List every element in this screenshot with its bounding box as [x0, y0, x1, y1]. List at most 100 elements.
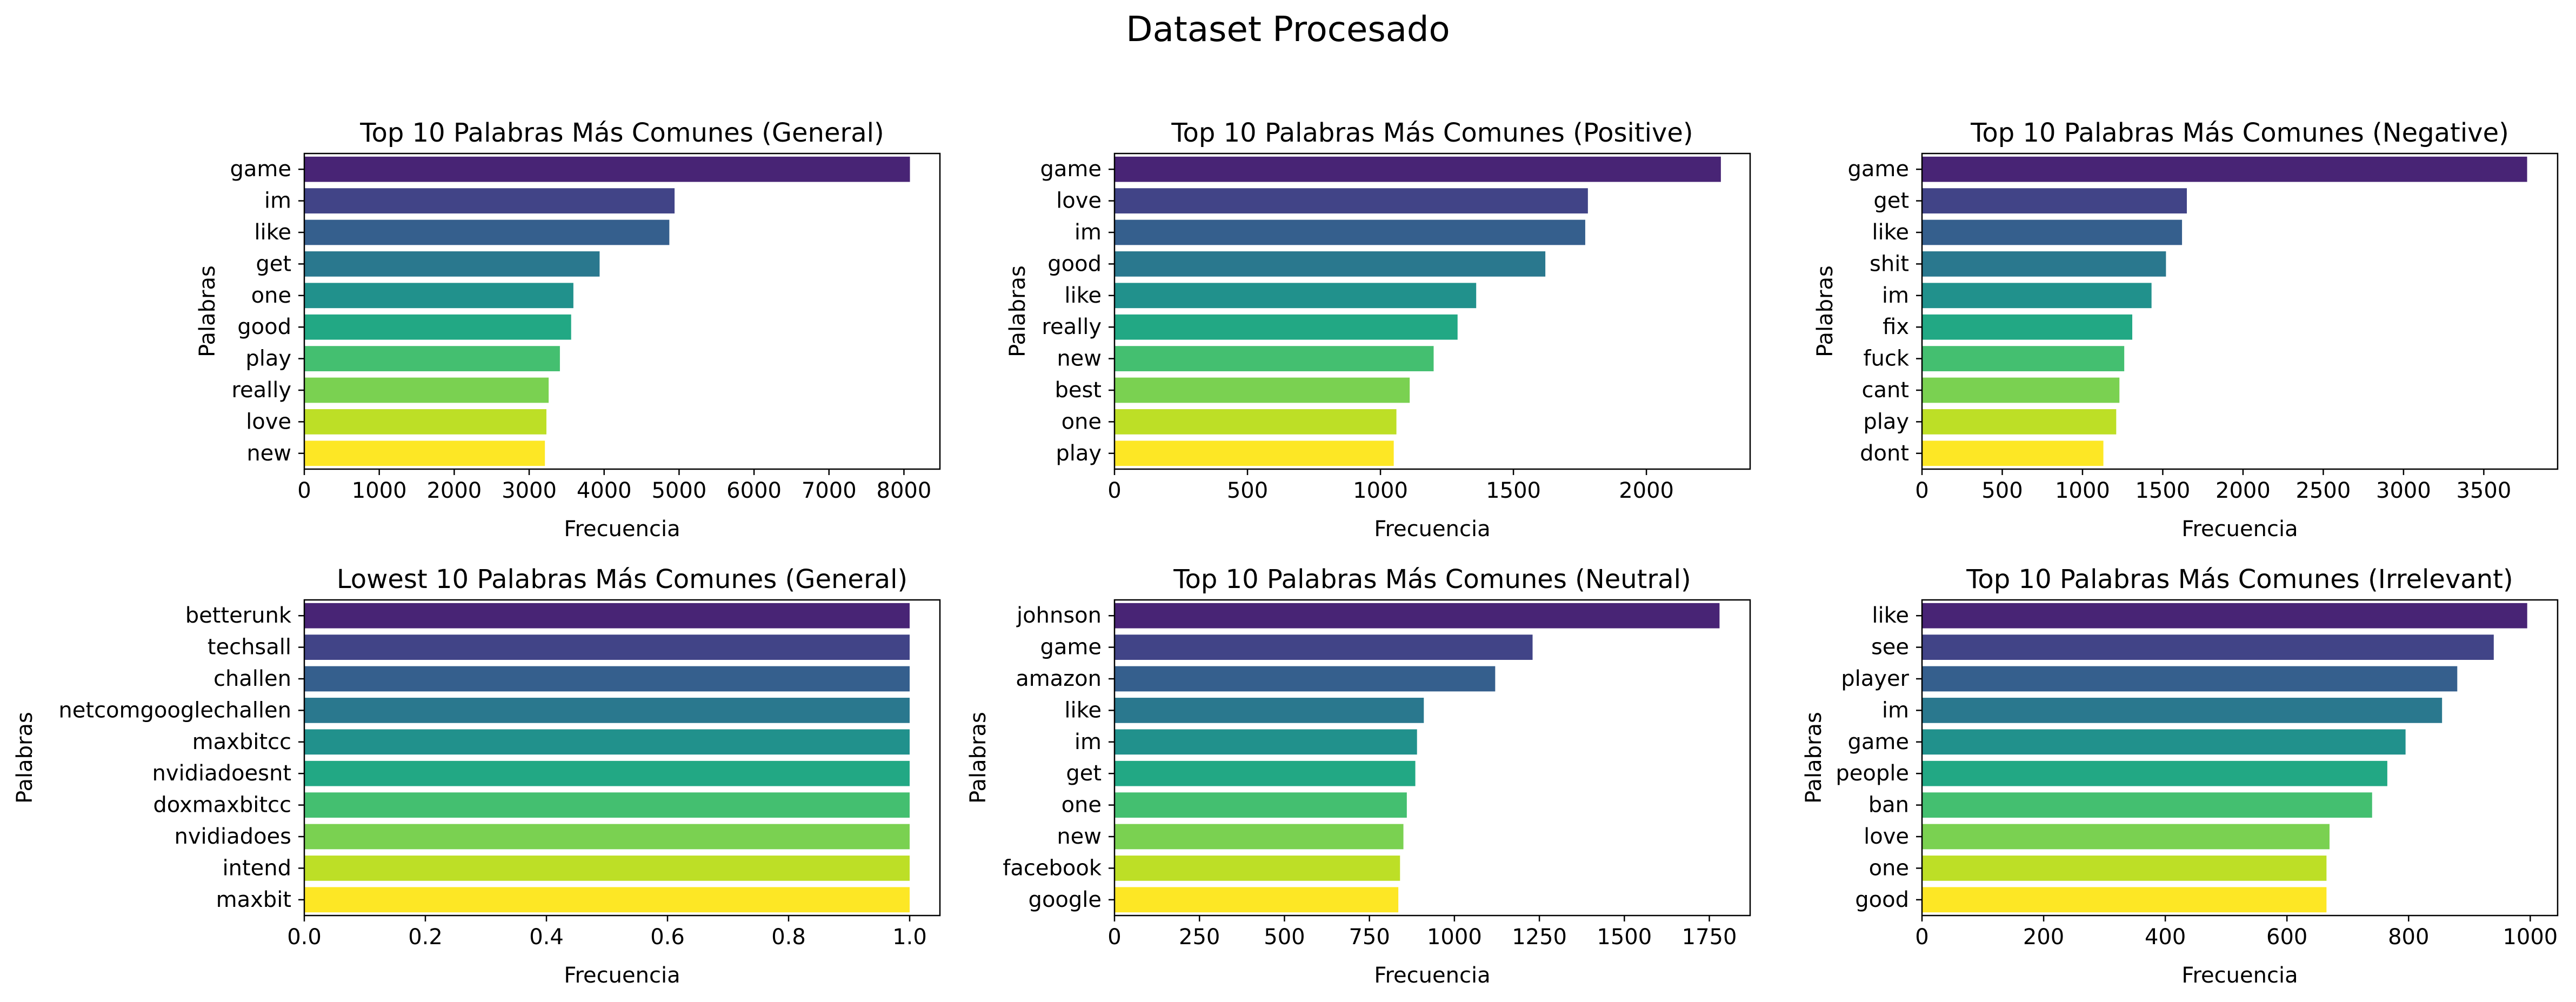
bar: [304, 698, 910, 723]
y-tick-label: get: [256, 251, 291, 276]
x-tick-label: 1000: [2055, 478, 2110, 503]
bar: [1115, 856, 1400, 881]
x-tick-label: 1500: [1597, 925, 1652, 950]
bar: [304, 377, 549, 403]
y-tick-label: get: [1873, 189, 1909, 213]
y-tick-label: like: [1872, 603, 1909, 628]
y-tick-label: game: [1848, 157, 1909, 182]
y-tick-label: good: [237, 315, 291, 339]
y-tick-label: like: [254, 220, 291, 245]
bar: [304, 824, 910, 850]
y-tick-label: fuck: [1863, 346, 1909, 371]
axes-frame: [303, 599, 941, 917]
x-tick-label: 1000: [2502, 925, 2558, 950]
x-tick-label: 400: [2145, 925, 2186, 950]
subplot-4: betterunk techsall challen netcomgooglechal…: [12, 564, 941, 988]
y-tick-label: really: [231, 378, 291, 403]
bar: [1922, 314, 2133, 340]
bar: [1922, 440, 2104, 466]
x-tick-label: 500: [1981, 478, 2023, 503]
y-tick-label: best: [1055, 378, 1102, 403]
bar: [1922, 251, 2166, 277]
y-tick-label: get: [1066, 761, 1102, 786]
y-tick-label: fix: [1883, 315, 1909, 339]
bar: [304, 188, 675, 213]
x-tick-label: 500: [1227, 478, 1268, 503]
x-tick-label: 1.0: [892, 925, 927, 950]
x-tick-label: 1750: [1682, 925, 1737, 950]
y-tick-label: like: [1064, 698, 1102, 723]
y-tick-label: one: [251, 283, 291, 308]
bar: [304, 792, 910, 818]
bar: [1115, 346, 1434, 371]
x-axis-label: Frecuencia: [564, 517, 680, 542]
bar: [1115, 283, 1477, 309]
x-tick-label: 0.6: [650, 925, 685, 950]
y-tick-label: game: [1040, 635, 1102, 660]
y-tick-label: love: [1864, 824, 1909, 849]
x-tick-label: 600: [2266, 925, 2307, 950]
x-tick-label: 3500: [2456, 478, 2511, 503]
y-tick-label: im: [1882, 283, 1909, 308]
subplot-title: Lowest 10 Palabras Más Comunes (General): [337, 564, 907, 594]
bar: [1922, 634, 2494, 660]
x-tick-label: 1000: [352, 478, 407, 503]
bar: [1922, 698, 2442, 723]
bar: [1115, 377, 1410, 403]
y-tick-label: like: [1064, 283, 1102, 308]
bar: [1115, 824, 1404, 850]
bar: [1922, 346, 2125, 371]
bar: [1922, 887, 2327, 913]
x-tick-label: 1500: [2135, 478, 2191, 503]
bar: [1922, 283, 2152, 309]
y-tick-label: good: [1855, 887, 1909, 912]
bar: [1922, 792, 2372, 818]
bar: [1115, 634, 1533, 660]
x-tick-label: 3000: [502, 478, 557, 503]
bar: [1922, 666, 2458, 692]
bar: [1115, 603, 1720, 629]
x-tick-label: 2000: [2215, 478, 2271, 503]
y-tick-label: shit: [1870, 251, 1909, 276]
bar: [1115, 760, 1416, 786]
y-tick-label: game: [1848, 730, 1909, 754]
bar: [304, 409, 546, 435]
bar: [1115, 666, 1496, 692]
y-tick-label: play: [1056, 441, 1102, 466]
subplot-6: like see player im game people ban love one good0…: [1801, 564, 2559, 988]
bar: [1922, 188, 2187, 213]
y-tick-label: challen: [213, 666, 291, 691]
x-tick-label: 2500: [2296, 478, 2351, 503]
bar: [1922, 729, 2406, 755]
y-tick-label: like: [1872, 220, 1909, 245]
bar: [304, 219, 670, 245]
x-tick-label: 0: [1915, 478, 1928, 503]
bar: [1115, 440, 1394, 466]
y-tick-label: good: [1047, 251, 1102, 276]
bar: [304, 760, 910, 786]
bar: [1922, 856, 2327, 881]
y-tick-label: love: [246, 409, 291, 434]
y-tick-label: im: [264, 189, 291, 213]
y-tick-label: play: [1863, 409, 1909, 434]
x-tick-label: 500: [1264, 925, 1305, 950]
y-tick-label: im: [1075, 220, 1102, 245]
bar: [1115, 219, 1585, 245]
y-tick-label: see: [1871, 635, 1909, 660]
x-axis-label: Frecuencia: [1374, 963, 1490, 988]
y-tick-label: techsall: [208, 635, 291, 660]
y-tick-label: intend: [223, 856, 292, 880]
bar: [1115, 887, 1399, 913]
y-tick-label: im: [1882, 698, 1909, 723]
bar: [1922, 603, 2527, 629]
y-axis-label: Palabras: [12, 712, 37, 804]
x-tick-label: 800: [2388, 925, 2429, 950]
y-axis-label: Palabras: [1005, 265, 1030, 357]
x-tick-label: 750: [1349, 925, 1390, 950]
y-tick-label: player: [1841, 666, 1909, 691]
bar: [1922, 409, 2117, 435]
x-tick-label: 0: [1915, 925, 1928, 950]
y-tick-label: game: [1040, 157, 1102, 182]
